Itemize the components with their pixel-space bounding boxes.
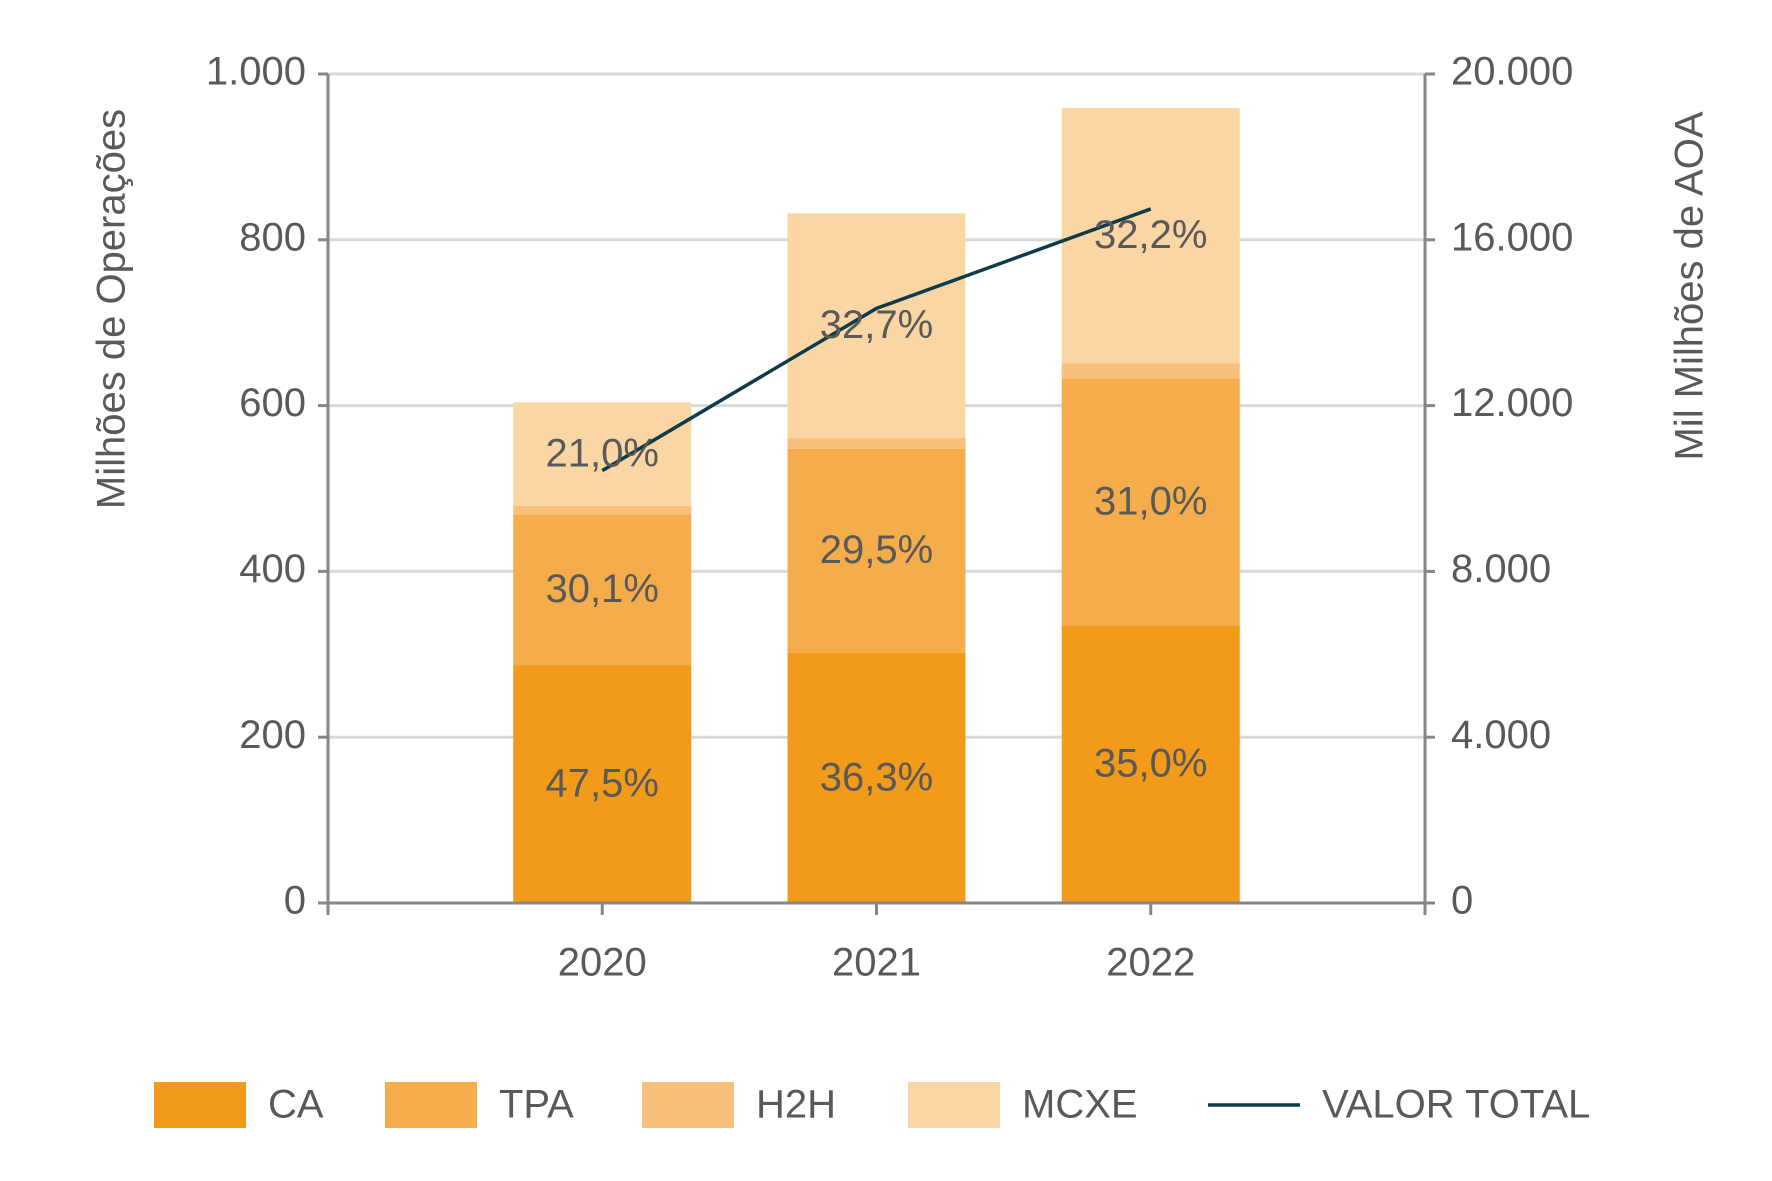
y-tick-label: 400 <box>239 547 306 591</box>
line-series <box>601 207 1152 473</box>
y2-tick-label: 12.000 <box>1451 381 1573 425</box>
y2-tick-label: 4.000 <box>1451 713 1551 757</box>
data-label: 29,5% <box>820 528 933 572</box>
y-tick-label: 0 <box>284 879 306 923</box>
y-axis-title: Milhões de Operações <box>90 109 134 509</box>
y-tick-label: 200 <box>239 713 306 757</box>
legend-swatch <box>642 1082 734 1128</box>
data-label: 35,0% <box>1094 742 1207 786</box>
y-tick-label: 800 <box>239 215 306 259</box>
bar-segment <box>513 514 692 666</box>
bar-segment <box>787 213 966 438</box>
bar-segment <box>513 665 692 903</box>
y2-tick-label: 8.000 <box>1451 547 1551 591</box>
data-label: 30,1% <box>546 567 659 611</box>
bar-segment <box>513 505 692 515</box>
bar-segment <box>787 652 966 903</box>
data-label: 31,0% <box>1094 479 1207 523</box>
bar-segment <box>787 448 966 653</box>
legend-label: VALOR TOTAL <box>1322 1083 1590 1127</box>
bar-segment <box>1061 378 1240 626</box>
x-tick-label: 2021 <box>832 941 921 985</box>
bar-segment <box>1061 625 1240 903</box>
data-label: 21,0% <box>546 432 659 476</box>
y-tick-label: 600 <box>239 381 306 425</box>
x-tick-label: 2022 <box>1106 941 1195 985</box>
bar-segment <box>513 402 692 506</box>
bar-segment <box>787 437 966 449</box>
y2-axis-title: Mil Milhões de AOA <box>1668 111 1712 460</box>
legend-swatch <box>154 1082 246 1128</box>
x-tick-label: 2020 <box>558 941 647 985</box>
data-label: 32,7% <box>820 303 933 347</box>
data-label: 32,2% <box>1094 213 1207 257</box>
legend-label: CA <box>268 1083 324 1127</box>
legend-swatch <box>385 1082 477 1128</box>
y2-tick-label: 0 <box>1451 879 1473 923</box>
y2-tick-label: 20.000 <box>1451 50 1573 94</box>
legend-label: H2H <box>756 1083 836 1127</box>
bar-segment <box>1061 363 1240 379</box>
data-label: 47,5% <box>546 762 659 806</box>
legend-swatch <box>908 1082 1000 1128</box>
data-label: 36,3% <box>820 755 933 799</box>
y-tick-label: 1.000 <box>206 50 306 94</box>
legend-label: MCXE <box>1022 1083 1138 1127</box>
bar-segment <box>1061 107 1240 364</box>
y2-tick-label: 16.000 <box>1451 215 1573 259</box>
legend-label: TPA <box>499 1083 574 1127</box>
